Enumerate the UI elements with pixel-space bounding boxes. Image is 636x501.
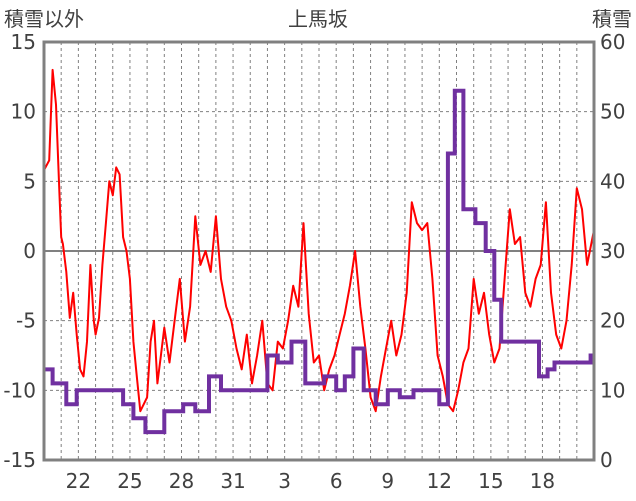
x-tick-label: 22 <box>66 469 91 493</box>
y-left-tick-label: -5 <box>16 309 36 333</box>
y-right-tick-label: 20 <box>600 309 625 333</box>
y-left-tick-label: 0 <box>23 239 36 263</box>
x-tick-label: 12 <box>427 469 452 493</box>
y-left-axis-label: 積雪以外 <box>4 7 84 31</box>
x-tick-label: 6 <box>330 469 343 493</box>
y-left-tick-label: 10 <box>11 100 36 124</box>
chart-title: 上馬坂 <box>288 7 348 31</box>
y-left-tick-label: 15 <box>11 30 36 54</box>
y-right-tick-label: 60 <box>600 30 625 54</box>
x-tick-label: 28 <box>169 469 194 493</box>
y-left-tick-label: -10 <box>3 378 36 402</box>
x-tick-label: 15 <box>478 469 503 493</box>
series-line-other <box>43 68 595 413</box>
x-tick-label: 25 <box>117 469 142 493</box>
y-right-tick-label: 40 <box>600 169 625 193</box>
y-right-tick-label: 10 <box>600 378 625 402</box>
x-tick-label: 9 <box>381 469 394 493</box>
y-left-tick-label: -15 <box>3 448 36 472</box>
x-tick-label: 3 <box>278 469 291 493</box>
y-right-tick-label: 50 <box>600 100 625 124</box>
y-right-tick-label: 30 <box>600 239 625 263</box>
x-tick-label: 31 <box>220 469 245 493</box>
plot-frame <box>42 40 596 462</box>
y-left-tick-label: 5 <box>23 169 36 193</box>
y-right-tick-label: 0 <box>600 448 613 472</box>
x-tick-label: 18 <box>530 469 555 493</box>
series-line-snow <box>44 88 594 435</box>
series-layer <box>43 68 595 435</box>
y-right-axis-label: 積雪 <box>592 7 632 31</box>
